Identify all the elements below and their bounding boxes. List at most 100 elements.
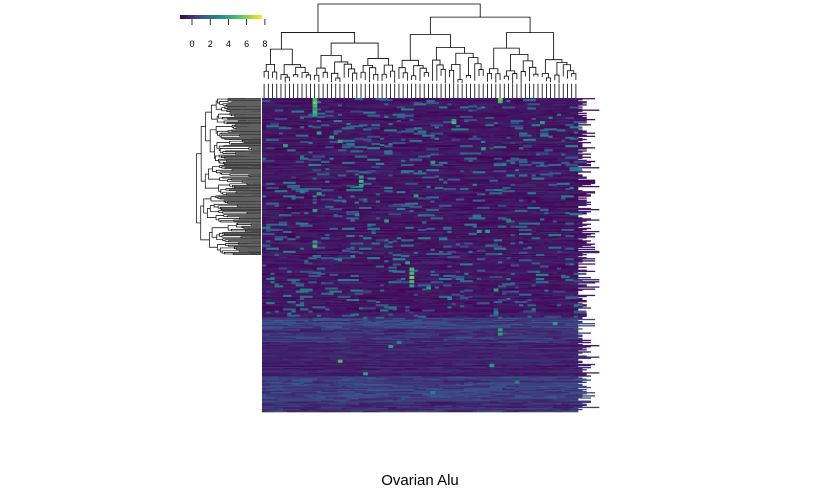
heatmap-cell — [299, 259, 326, 261]
heatmap-cell — [552, 202, 570, 205]
heatmap-cell — [464, 108, 478, 110]
heatmap-cell — [401, 266, 410, 268]
heatmap-cell — [556, 306, 583, 308]
heatmap-cell — [375, 198, 385, 200]
heatmap-cell — [262, 257, 280, 259]
heatmap-cell — [472, 238, 499, 240]
heatmap-cell — [262, 170, 267, 172]
heatmap-cell — [337, 138, 364, 141]
heatmap-cell — [396, 126, 410, 128]
heatmap-cell — [506, 266, 532, 268]
heatmap-cell — [320, 244, 343, 246]
heatmap-cell — [413, 216, 427, 218]
heatmap-cell — [535, 285, 545, 287]
heatmap-cell — [291, 241, 301, 243]
heatmap-cell — [287, 304, 292, 306]
heatmap-cell — [548, 242, 570, 244]
heatmap-cell — [510, 250, 524, 253]
heatmap-cell — [388, 221, 414, 223]
heatmap-cell — [565, 115, 583, 118]
heatmap-cell — [472, 283, 478, 285]
heatmap-cell — [350, 157, 355, 160]
heatmap-cell — [337, 153, 343, 155]
heatmap-cell — [312, 137, 326, 140]
heatmap-cell — [527, 104, 554, 106]
heatmap-cell — [535, 171, 554, 173]
heatmap-cell — [455, 214, 473, 216]
heatmap-cell — [350, 257, 364, 259]
heatmap-cell — [346, 287, 364, 289]
heatmap-cell — [552, 226, 562, 229]
heatmap-cell — [333, 178, 343, 180]
heatmap-cell — [262, 204, 280, 207]
heatmap-cell — [350, 183, 364, 186]
heatmap-cell — [287, 244, 292, 246]
dendrogram-branch — [489, 68, 499, 74]
heatmap-cell — [342, 175, 364, 177]
heatmap-cell — [358, 153, 364, 155]
heatmap-cell — [476, 108, 495, 110]
heatmap-cell — [506, 175, 528, 177]
heatmap-cell — [426, 284, 436, 286]
heatmap-cell — [451, 167, 473, 169]
heatmap-cell — [262, 226, 288, 229]
heatmap-cell — [283, 147, 305, 149]
heatmap-cell — [295, 177, 305, 179]
heatmap-cell — [468, 172, 473, 174]
heatmap-cell — [485, 249, 490, 252]
heatmap-cell — [371, 179, 393, 181]
heatmap-cell — [523, 272, 528, 275]
heatmap-cell — [299, 247, 309, 250]
heatmap-cell — [379, 286, 406, 288]
heatmap-cell — [320, 260, 334, 262]
heatmap-cell — [531, 297, 541, 300]
heatmap-cell — [417, 224, 444, 226]
heatmap-cell — [468, 121, 495, 123]
heatmap-cell — [308, 122, 334, 124]
heatmap-cell — [262, 104, 271, 106]
heatmap-cell — [367, 276, 381, 279]
heatmap-cell — [287, 123, 309, 125]
heatmap-cell — [535, 182, 562, 185]
heatmap-cell — [523, 112, 541, 114]
heatmap-cell — [510, 184, 524, 187]
heatmap-cell — [384, 153, 402, 155]
heatmap-cell — [464, 146, 482, 148]
heatmap-cell — [346, 230, 368, 233]
heatmap-cell — [375, 214, 381, 216]
heatmap-cell — [350, 245, 377, 247]
heatmap-cell — [451, 174, 465, 176]
heatmap-cell — [401, 184, 427, 187]
heatmap-cell — [438, 300, 461, 302]
heatmap-cell — [371, 263, 381, 265]
heatmap-cell — [464, 178, 490, 180]
heatmap-cell — [304, 233, 326, 235]
heatmap-cell — [417, 179, 444, 181]
heatmap-cell — [535, 113, 562, 116]
heatmap-cell — [556, 121, 575, 123]
heatmap-cell — [375, 144, 393, 146]
heatmap-cell — [358, 280, 368, 282]
heatmap-cell — [299, 258, 313, 260]
dendrogram-branch — [263, 70, 269, 80]
heatmap-cell — [320, 151, 343, 153]
heatmap-cell — [388, 311, 398, 313]
heatmap-cell — [443, 217, 457, 219]
dendrogram-branch — [220, 135, 240, 139]
heatmap-cell — [502, 139, 524, 142]
heatmap-cell — [405, 267, 427, 269]
heatmap-cell — [312, 200, 326, 202]
heatmap-cell — [396, 206, 402, 209]
heatmap-cell — [320, 245, 339, 247]
heatmap-cell — [451, 309, 473, 311]
dendrogram-branch — [314, 74, 320, 83]
heatmap-cell — [417, 133, 440, 135]
heatmap-cell — [447, 184, 457, 187]
heatmap-cell — [350, 167, 364, 169]
heatmap-cell — [371, 214, 377, 216]
heatmap-cell — [565, 181, 575, 184]
dendrogram-branch — [200, 205, 210, 241]
heatmap-cell — [329, 104, 339, 106]
heatmap-cell — [443, 166, 457, 168]
heatmap-cell — [426, 198, 444, 200]
